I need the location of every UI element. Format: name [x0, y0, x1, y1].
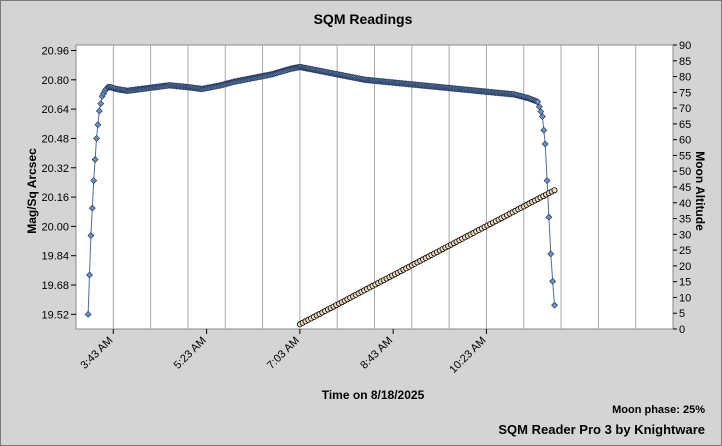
left-tick-label: 20.96: [41, 45, 69, 57]
left-tick-label: 20.16: [41, 192, 69, 204]
sqm-point: [535, 103, 543, 111]
left-tick-label: 20.64: [41, 104, 69, 116]
right-axis-ticks: 0 5 10 15 20 25 30 35 40 45 50 55 60 65 70 75 80 85 90: [673, 40, 691, 336]
sqm-point: [545, 213, 553, 221]
left-axis-ticks: 19.52 19.68 19.84 20.00 20.16 20.32 20.48 20.64…: [41, 45, 76, 321]
sqm-point: [537, 108, 545, 115]
moon-phase-label: Moon phase: 25%: [612, 404, 705, 416]
right-tick-label: 65: [679, 119, 691, 131]
right-tick-label: 30: [679, 229, 691, 241]
right-tick-label: 35: [679, 214, 691, 226]
x-axis-ticks: 3:43 AM 5:23 AM 7:03 AM 8:43 AM 10:23 AM: [78, 329, 489, 376]
x-tick-label: 3:43 AM: [78, 335, 115, 372]
sqm-point: [86, 271, 93, 279]
right-tick-label: 80: [679, 72, 691, 84]
sqm-point: [541, 140, 549, 148]
sqm-point: [84, 310, 92, 318]
sqm-point: [538, 113, 546, 120]
right-tick-label: 50: [679, 166, 691, 178]
left-axis-label: Mag/Sq Arcsec: [25, 148, 39, 234]
left-tick-label: 20.32: [41, 163, 69, 175]
sqm-point: [88, 204, 96, 212]
right-tick-label: 15: [679, 277, 691, 289]
left-tick-label: 20.80: [41, 75, 69, 87]
sqm-point: [543, 177, 551, 185]
sqm-point: [91, 156, 99, 163]
right-tick-label: 55: [679, 150, 691, 162]
right-tick-label: 70: [679, 103, 691, 115]
x-tick-label: 8:43 AM: [358, 335, 395, 372]
sqm-point: [547, 250, 555, 258]
left-tick-label: 19.68: [41, 280, 69, 292]
x-tick-label: 10:23 AM: [447, 335, 488, 376]
sqm-point: [97, 100, 105, 108]
x-axis-label: Time on 8/18/2025: [322, 388, 425, 402]
sqm-point: [87, 232, 95, 239]
right-tick-label: 0: [679, 324, 685, 336]
sqm-point: [93, 135, 100, 142]
sqm-point: [551, 301, 558, 309]
right-tick-label: 5: [679, 308, 685, 320]
right-tick-label: 25: [679, 245, 691, 257]
x-tick-label: 5:23 AM: [172, 335, 209, 372]
sqm-point: [534, 98, 542, 106]
right-tick-label: 20: [679, 261, 691, 273]
credit-label: SQM Reader Pro 3 by Knightware: [498, 422, 705, 437]
right-tick-label: 75: [679, 87, 691, 99]
series-moon-altitude: [296, 187, 558, 328]
x-tick-label: 7:03 AM: [265, 335, 302, 372]
grid: [112, 45, 637, 329]
right-tick-label: 45: [679, 182, 691, 194]
moon-point: [551, 187, 558, 194]
right-axis-label: Moon Altitude: [693, 151, 707, 231]
right-tick-label: 60: [679, 135, 691, 147]
right-tick-label: 10: [679, 292, 691, 304]
sqm-point: [95, 107, 103, 115]
left-tick-label: 20.48: [41, 133, 69, 145]
sqm-point: [549, 277, 557, 285]
sqm-point: [94, 121, 102, 129]
sqm-point: [540, 126, 548, 134]
left-tick-label: 19.84: [41, 251, 69, 263]
left-tick-label: 20.00: [41, 221, 69, 233]
right-tick-label: 40: [679, 198, 691, 210]
left-tick-label: 19.52: [41, 309, 69, 321]
series-sqm: [84, 63, 558, 318]
right-tick-label: 85: [679, 56, 691, 68]
chart-title: SQM Readings: [314, 11, 413, 27]
sqm-point: [90, 177, 98, 185]
right-tick-label: 90: [679, 40, 691, 52]
